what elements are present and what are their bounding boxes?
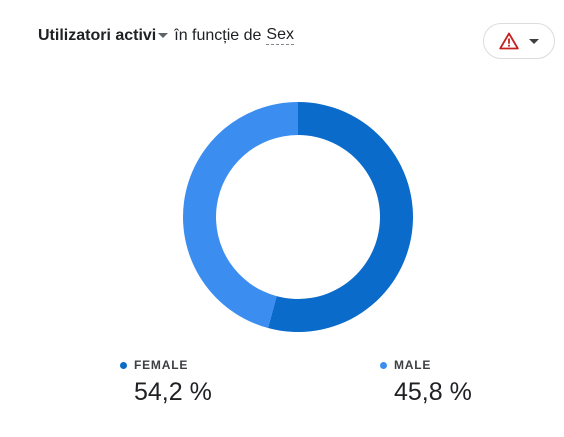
legend-dot xyxy=(380,361,387,369)
caret-down-icon xyxy=(158,33,169,38)
legend-value-female: 54,2 % xyxy=(134,378,212,406)
card-header: Utilizatori activi în funcție de Sex xyxy=(38,26,294,45)
legend-label-female: FEMALE xyxy=(134,358,189,372)
legend-label-male: MALE xyxy=(394,358,432,372)
metric-label: Utilizatori activi xyxy=(38,26,157,44)
legend-dot xyxy=(120,361,127,369)
donut-slice-female[interactable] xyxy=(268,102,414,332)
chevron-down-icon xyxy=(529,38,539,44)
legend-item-male: MALE 45,8 % xyxy=(380,358,472,407)
warning-triangle-icon xyxy=(499,32,519,50)
legend-value-male: 45,8 % xyxy=(394,378,472,406)
connector-text: în funcție de xyxy=(174,26,262,44)
donut-slice-male[interactable] xyxy=(183,102,298,329)
warning-menu-button[interactable] xyxy=(483,23,555,59)
metric-selector[interactable]: Utilizatori activi xyxy=(38,27,174,45)
legend-item-female: FEMALE 54,2 % xyxy=(120,358,212,407)
dimension-selector[interactable]: Sex xyxy=(266,26,294,45)
donut-chart xyxy=(183,102,414,332)
